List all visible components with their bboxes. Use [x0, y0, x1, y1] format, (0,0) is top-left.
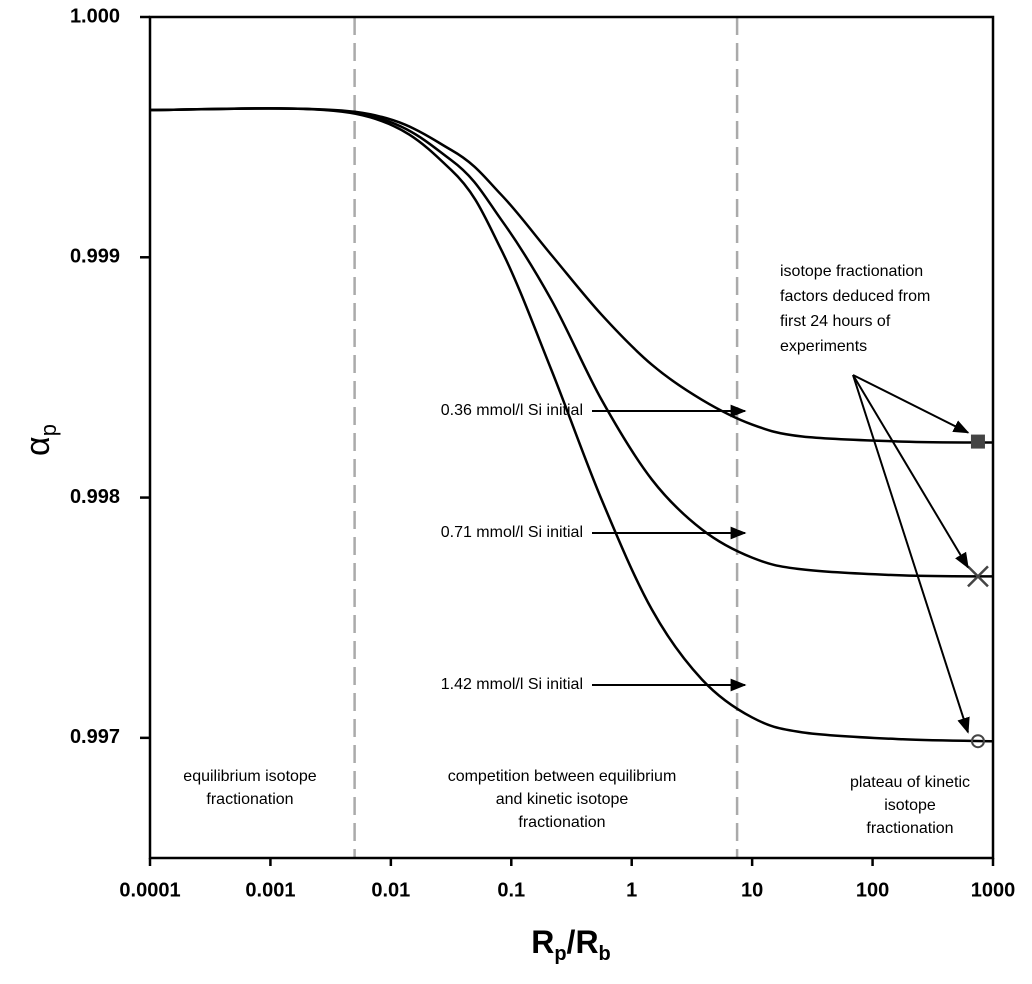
point [967, 565, 989, 588]
x-tick-label: 100 [856, 879, 889, 901]
region-label: competition between equilibrium [448, 768, 677, 785]
region-label: fractionation [518, 814, 605, 831]
plot-frame [148, 15, 995, 860]
x-axis-label-part: /R [567, 924, 599, 960]
curve [149, 107, 994, 444]
region-label: plateau of kinetic [850, 774, 970, 791]
callout-text: first 24 hours of [780, 313, 891, 330]
callout-text: isotope fractionation [780, 263, 923, 280]
region-label: isotope [884, 797, 936, 814]
x-axis-label-part: R [531, 924, 554, 960]
x-tick-label: 0.0001 [119, 879, 180, 901]
x-tick-label: 0.1 [497, 879, 525, 901]
region-label: and kinetic isotope [496, 791, 629, 808]
region-label: fractionation [206, 791, 293, 808]
y-tick-label: 0.997 [70, 726, 120, 748]
x-tick-label: 1000 [971, 879, 1016, 901]
x-tick-label: 0.001 [245, 879, 295, 901]
y-tick-label: 0.998 [70, 486, 120, 508]
curve-label: 0.71 mmol/l Si initial [441, 524, 583, 541]
y-tick-label: 1.000 [70, 5, 120, 27]
y-axis-label: αp [19, 424, 61, 456]
x-axis-label-sub: p [554, 943, 566, 965]
point [970, 434, 985, 449]
x-tick-label: 1 [626, 879, 637, 901]
callout-arrow [852, 374, 970, 434]
callout-arrow [852, 374, 969, 569]
callout-arrow [852, 374, 970, 734]
callout-text: experiments [780, 338, 867, 355]
y-axis-label-main: α [19, 436, 57, 456]
region-label: fractionation [866, 820, 953, 837]
point [970, 734, 985, 749]
y-tick-label: 0.999 [70, 246, 120, 268]
x-tick-label: 0.01 [371, 879, 410, 901]
callout-text: factors deduced from [780, 288, 930, 305]
y-axis-label-sub: p [36, 424, 61, 436]
x-axis-label-sub: b [599, 943, 611, 965]
curve-label: 0.36 mmol/l Si initial [441, 402, 583, 419]
curve [149, 107, 994, 578]
curve [149, 107, 994, 743]
region-label: equilibrium isotope [183, 768, 317, 785]
curve-label: 1.42 mmol/l Si initial [441, 676, 583, 693]
x-axis-label: Rp/Rb [531, 924, 611, 965]
x-tick-label: 10 [741, 879, 763, 901]
